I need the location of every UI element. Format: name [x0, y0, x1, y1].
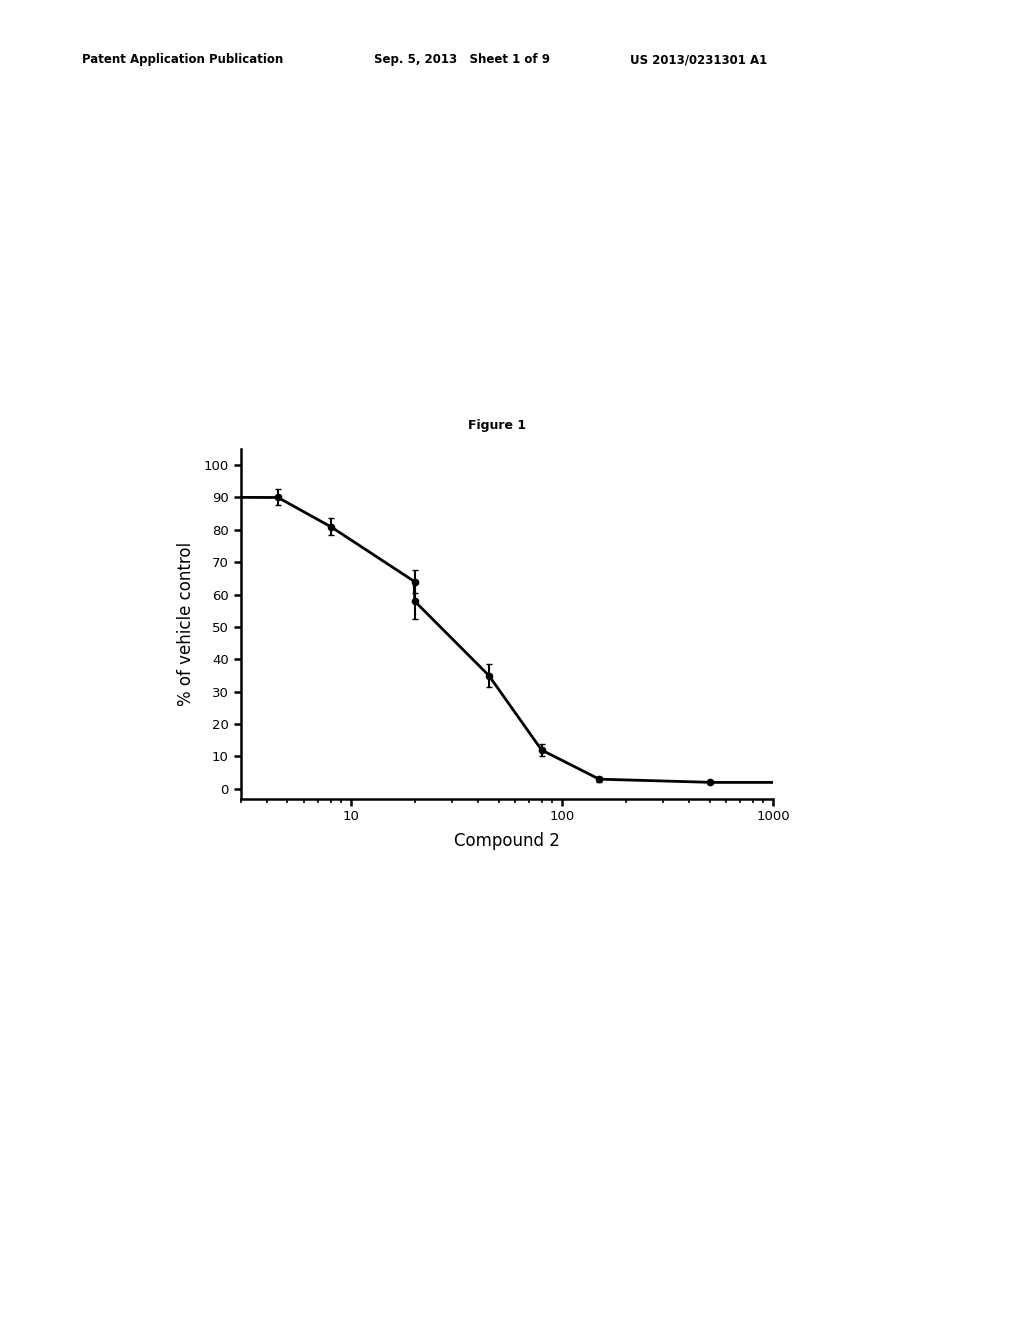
Y-axis label: % of vehicle control: % of vehicle control: [177, 541, 196, 706]
Text: Sep. 5, 2013   Sheet 1 of 9: Sep. 5, 2013 Sheet 1 of 9: [374, 53, 550, 66]
Text: Figure 1: Figure 1: [468, 418, 525, 432]
Text: US 2013/0231301 A1: US 2013/0231301 A1: [630, 53, 767, 66]
X-axis label: Compound 2: Compound 2: [454, 832, 560, 850]
Text: Patent Application Publication: Patent Application Publication: [82, 53, 284, 66]
